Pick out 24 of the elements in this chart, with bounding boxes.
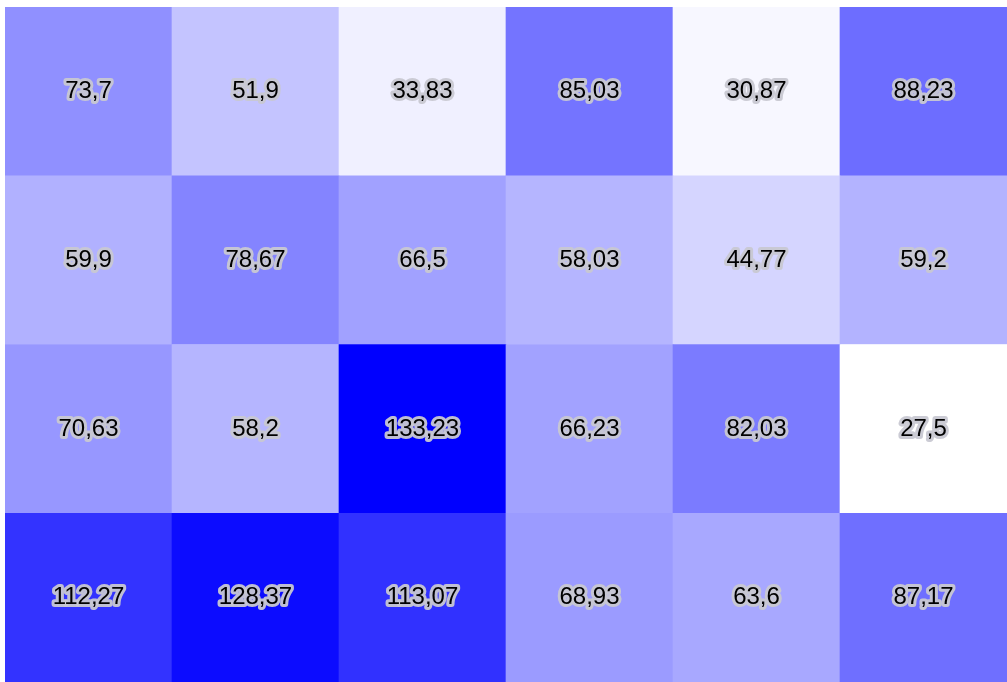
data-label: 66,23 (559, 413, 620, 441)
data-label: 73,7 (65, 76, 112, 103)
data-label: 58,2 (232, 413, 279, 441)
data-label: 112,27 (52, 582, 125, 610)
data-label: 66,5 (399, 244, 446, 272)
data-label: 59,9 (65, 244, 112, 272)
data-label: 51,9 (232, 76, 279, 103)
data-label: 78,67 (225, 244, 286, 272)
data-label: 82,03 (726, 413, 787, 441)
data-label: 113,07 (386, 582, 459, 610)
data-label: 59,2 (900, 244, 947, 272)
data-label: 85,03 (559, 76, 620, 103)
data-label: 133,23 (385, 413, 460, 441)
data-label: 87,17 (893, 582, 954, 610)
data-label: 58,03 (559, 244, 620, 272)
data-label: 63,6 (733, 582, 780, 610)
data-label: 33,83 (392, 76, 453, 103)
data-label: 88,23 (893, 76, 954, 103)
data-label: 128,37 (218, 582, 293, 610)
data-label: 30,87 (726, 76, 787, 103)
data-label: 44,77 (726, 244, 787, 272)
data-label: 68,93 (559, 582, 620, 610)
data-label: 70,63 (58, 413, 119, 441)
data-label: 27,5 (900, 413, 947, 441)
